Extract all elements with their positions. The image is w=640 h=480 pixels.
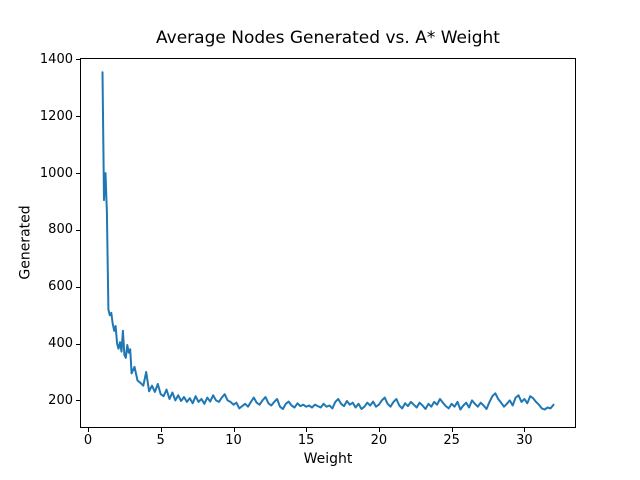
y-tick-mark (76, 229, 80, 231)
y-tick-label: 200 (48, 392, 73, 408)
x-axis-label: Weight (303, 451, 353, 467)
x-tick-label: 15 (297, 433, 315, 448)
y-tick-label: 1200 (39, 108, 73, 124)
y-tick-label: 400 (48, 336, 73, 352)
y-tick-mark (76, 59, 80, 61)
x-tick-mark (306, 428, 308, 432)
x-tick-label: 20 (370, 433, 388, 448)
x-tick-mark (378, 428, 380, 432)
line-plot-svg (101, 71, 555, 411)
y-tick-mark (76, 116, 80, 118)
x-tick-mark (160, 428, 162, 432)
x-tick-mark (524, 428, 526, 432)
x-tick-mark (451, 428, 453, 432)
x-tick-label: 10 (225, 433, 242, 448)
y-tick-mark (76, 173, 80, 175)
y-tick-label: 800 (48, 222, 73, 238)
y-tick-mark (76, 286, 80, 288)
x-tick-mark (233, 428, 235, 432)
x-tick-mark (88, 428, 89, 432)
y-tick-label: 1000 (39, 165, 73, 181)
x-tick-label: 30 (516, 433, 533, 448)
data-line (101, 71, 555, 411)
y-tick-mark (76, 343, 80, 345)
chart-title: Average Nodes Generated vs. A* Weight (156, 28, 500, 48)
y-tick-label: 1400 (39, 51, 73, 67)
x-tick-label: 5 (156, 433, 165, 448)
x-tick-label: 0 (83, 433, 93, 448)
y-tick-mark (76, 400, 80, 402)
y-tick-label: 600 (48, 279, 73, 295)
plot-area (80, 58, 576, 428)
x-tick-label: 25 (443, 433, 460, 448)
